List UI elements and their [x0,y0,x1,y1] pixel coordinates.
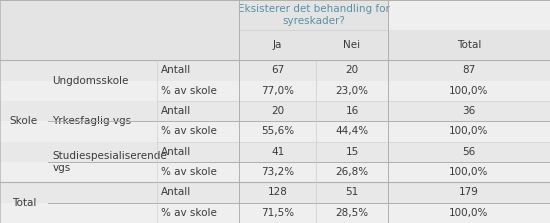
Text: 41: 41 [271,147,284,157]
Text: Skole: Skole [10,116,38,126]
Bar [0,203,550,223]
Text: Antall: Antall [161,147,191,157]
Text: 55,6%: 55,6% [261,126,294,136]
Text: 28,5%: 28,5% [336,208,368,218]
Text: 87: 87 [462,65,476,75]
Bar [0,182,550,203]
Bar [0,81,550,101]
Text: % av skole: % av skole [161,208,217,218]
Text: Antall: Antall [161,188,191,198]
Text: % av skole: % av skole [161,86,217,96]
Text: syreskader?: syreskader? [282,16,345,26]
Bar [0,121,550,142]
Text: % av skole: % av skole [161,126,217,136]
Text: Studiespesialiserende: Studiespesialiserende [52,151,167,161]
Text: % av skole: % av skole [161,167,217,177]
Text: Yrkesfaglig vgs: Yrkesfaglig vgs [52,116,131,126]
Text: 100,0%: 100,0% [449,126,488,136]
Text: 71,5%: 71,5% [261,208,294,218]
Text: 67: 67 [271,65,284,75]
Text: vgs: vgs [52,163,70,173]
Text: 36: 36 [462,106,476,116]
Text: Eksisterer det behandling for: Eksisterer det behandling for [238,4,389,14]
Text: Total: Total [456,40,481,50]
Text: 15: 15 [345,147,359,157]
Text: 100,0%: 100,0% [449,167,488,177]
Text: Antall: Antall [161,65,191,75]
Text: Total: Total [12,198,36,208]
Text: 20: 20 [345,65,359,75]
Text: Ungdomsskole: Ungdomsskole [52,76,129,86]
Text: 179: 179 [459,188,479,198]
Text: 51: 51 [345,188,359,198]
Text: 77,0%: 77,0% [261,86,294,96]
Text: 16: 16 [345,106,359,116]
Text: 128: 128 [268,188,288,198]
Text: 20: 20 [271,106,284,116]
Text: 26,8%: 26,8% [336,167,368,177]
Text: 73,2%: 73,2% [261,167,294,177]
Text: Antall: Antall [161,106,191,116]
Bar [0,101,550,121]
Text: Ja: Ja [273,40,283,50]
Text: 56: 56 [462,147,476,157]
Text: 23,0%: 23,0% [336,86,368,96]
Bar [0,162,550,182]
Text: 100,0%: 100,0% [449,208,488,218]
Text: 44,4%: 44,4% [336,126,368,136]
Text: Nei: Nei [343,40,361,50]
Bar [0,142,550,162]
Bar [0,60,550,81]
Text: 100,0%: 100,0% [449,86,488,96]
